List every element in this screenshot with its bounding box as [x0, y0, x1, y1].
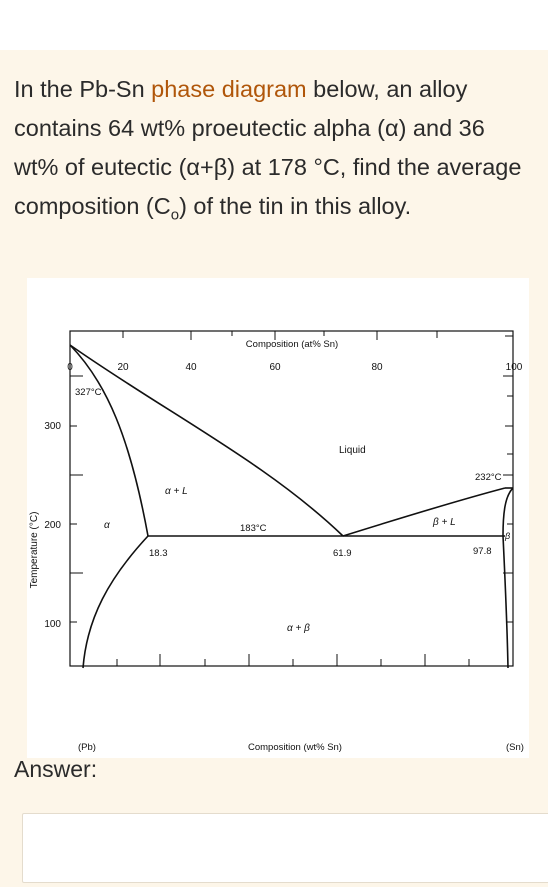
y-tick-300: 300 [44, 421, 61, 432]
plot-frame [69, 330, 514, 667]
solidus-alpha [69, 344, 149, 537]
phase-diagram-figure: Composition (at% Sn) 0 20 40 60 80 100 3… [27, 278, 529, 758]
phase-diagram-link[interactable]: phase diagram [151, 76, 307, 102]
sn-melting-label: 232°C [475, 472, 502, 483]
top-tick-100: 100 [506, 362, 523, 373]
y-axis-title: Temperature (°C) [29, 512, 40, 589]
top-ticks [69, 331, 514, 340]
right-ticks [503, 335, 513, 623]
alpha-beta-region-label: α + β [287, 623, 310, 634]
top-strip [0, 0, 548, 51]
y-tick-100: 100 [44, 619, 61, 630]
top-tick-0: 0 [67, 362, 73, 373]
alpha-limit-label: 18.3 [149, 548, 168, 559]
top-tick-40: 40 [185, 362, 197, 373]
liquidus-left [69, 344, 344, 537]
solidus-beta [502, 487, 514, 537]
question-post2: ) of the tin in this alloy. [179, 193, 412, 219]
alpha-liquid-region-label: α + L [165, 486, 188, 497]
beta-region-label: β [504, 531, 510, 541]
pb-sn-phase-diagram: Composition (at% Sn) 0 20 40 60 80 100 3… [29, 330, 523, 669]
y-tick-200: 200 [44, 520, 61, 531]
beta-limit-label: 97.8 [473, 546, 492, 557]
question-sub: o [170, 206, 180, 224]
eutectic-temp-label: 183°C [240, 523, 267, 534]
answer-label: Answer: [14, 756, 98, 782]
top-tick-60: 60 [269, 362, 281, 373]
alpha-region-label: α [104, 520, 110, 531]
bottom-ticks [116, 654, 470, 666]
question-card: In the Pb-Sn phase diagram below, an all… [0, 50, 548, 887]
liquid-region-label: Liquid [339, 445, 366, 456]
answer-input[interactable] [22, 813, 548, 883]
pb-melting-label: 327°C [75, 387, 102, 398]
phase-boundaries [69, 344, 514, 669]
top-tick-80: 80 [371, 362, 383, 373]
top-axis-title: Composition (at% Sn) [246, 339, 338, 350]
question-text: In the Pb-Sn phase diagram below, an all… [14, 70, 534, 235]
left-ticks [70, 375, 83, 623]
top-tick-20: 20 [117, 362, 129, 373]
solvus-beta [502, 535, 509, 669]
eutectic-comp-label: 61.9 [333, 548, 352, 559]
question-pre: In the Pb-Sn [14, 76, 152, 102]
beta-liquid-region-label: β + L [432, 517, 456, 528]
solvus-alpha [82, 535, 149, 669]
liquidus-right [342, 487, 506, 537]
question-post1: below, an alloy contains 64 wt% proeutec… [14, 76, 522, 219]
